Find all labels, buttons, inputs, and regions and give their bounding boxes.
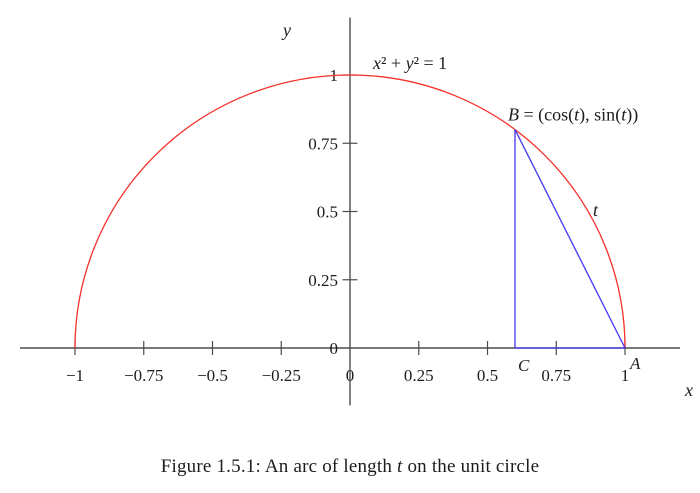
- axes-group: [20, 17, 680, 406]
- unit-circle-plot: −1 −0.75 −0.5 −0.25 0 0.25 0.5 0.75 1 0 0.25 0.5 0.7…: [20, 17, 693, 406]
- x-tick-label: −0.25: [262, 366, 301, 385]
- x-tick-label: 0.5: [477, 366, 498, 385]
- x-tick-label: 1: [621, 366, 630, 385]
- point-b-label: B = (cos(t), sin(t)): [508, 105, 638, 126]
- point-c-label: C: [518, 356, 530, 375]
- x-tick-label: 0: [346, 366, 355, 385]
- y-tick-label: 0: [330, 339, 339, 358]
- arc-length-label: t: [593, 200, 599, 220]
- y-tick-label: 0.5: [317, 203, 338, 222]
- segment-B-to-A: [514, 129, 626, 349]
- y-axis-label: y: [281, 20, 291, 40]
- unit-circle-arc: [74, 74, 626, 349]
- x-tick-label: 0.75: [541, 366, 571, 385]
- x-axis-label: x: [684, 380, 693, 400]
- x-tick-label: 0.25: [404, 366, 434, 385]
- curve-group: [74, 74, 626, 349]
- x-tick-label: −1: [66, 366, 84, 385]
- figure-caption: Figure 1.5.1: An arc of length t on the …: [160, 456, 540, 477]
- equation-label: x² + y² = 1: [372, 53, 447, 73]
- x-tick-label: −0.5: [197, 366, 228, 385]
- figure: −1 −0.75 −0.5 −0.25 0 0.25 0.5 0.75 1 0 0.25 0.5 0.7…: [20, 17, 693, 477]
- y-tick-label: 0.75: [308, 134, 338, 153]
- annotations-group: x² + y² = 1 B = (cos(t), sin(t)) C At x y: [281, 20, 693, 400]
- y-tick-label: 0.25: [308, 271, 338, 290]
- triangle-group: [514, 129, 626, 349]
- x-tick-label: −0.75: [124, 366, 163, 385]
- tick-labels-group: −1 −0.75 −0.5 −0.25 0 0.25 0.5 0.75 1 0 0.25 0.5 0.7…: [66, 66, 629, 385]
- point-a-label: A: [629, 354, 641, 373]
